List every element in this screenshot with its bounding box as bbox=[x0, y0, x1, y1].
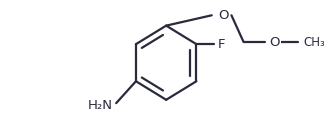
Text: CH₃: CH₃ bbox=[304, 36, 325, 49]
Text: O: O bbox=[269, 36, 280, 49]
Text: O: O bbox=[219, 9, 229, 22]
Text: F: F bbox=[218, 38, 225, 51]
Text: H₂N: H₂N bbox=[88, 99, 113, 112]
